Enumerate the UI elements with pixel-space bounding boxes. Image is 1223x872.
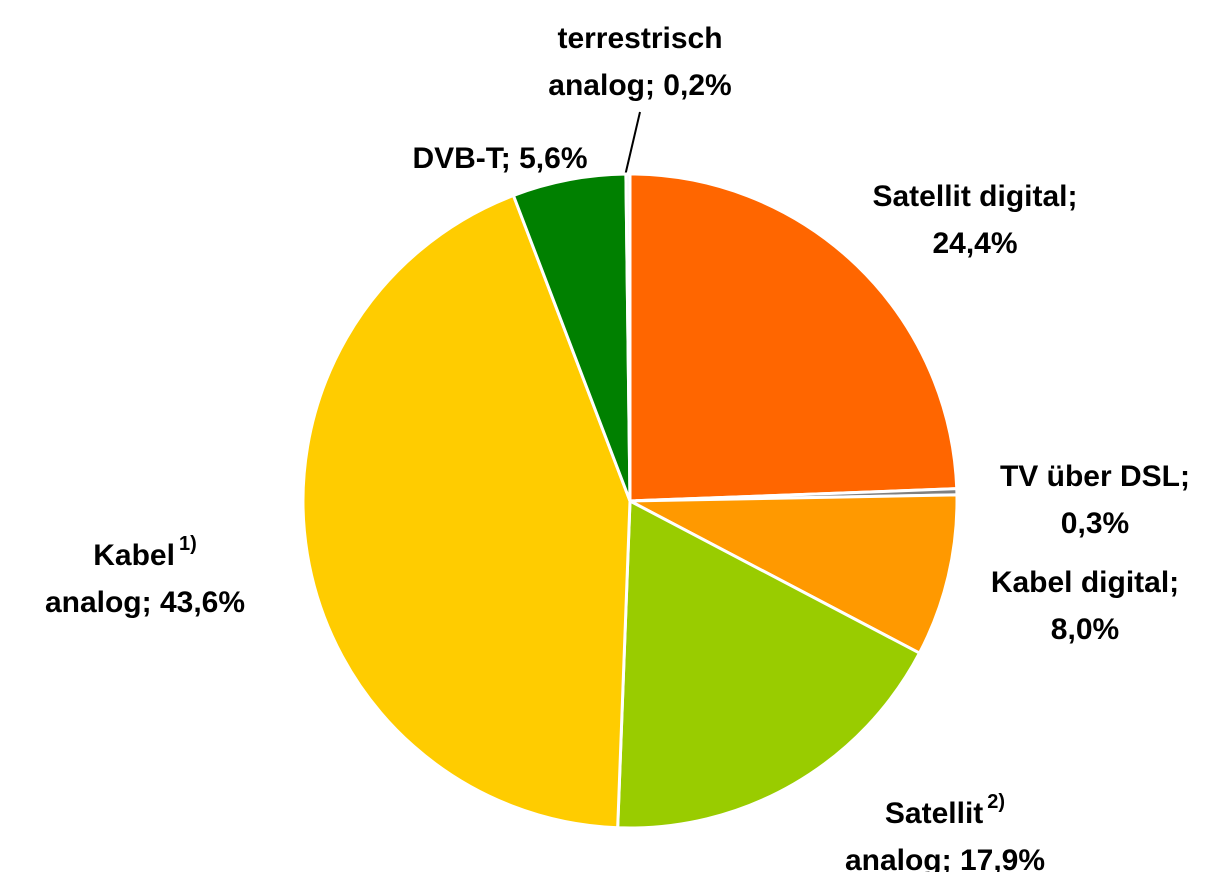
leader-line [624, 111, 641, 177]
slice-label-text: 8,0% [1051, 613, 1119, 646]
pie-slice [624, 172, 632, 502]
slice-label: analog; 17,9% [845, 844, 1045, 872]
slice-label-text: Kabel digital; [991, 566, 1179, 599]
slice-label: DVB-T; 5,6% [412, 142, 587, 175]
slice-label-text: analog; 0,2% [548, 69, 731, 102]
pie-slice [616, 498, 922, 830]
slice-label: Kabel 1) [93, 533, 197, 572]
slice-label-text: 0,3% [1061, 507, 1129, 540]
slice-label-text: Kabel [93, 539, 175, 572]
slice-label-text: Satellit digital; [872, 180, 1077, 213]
slice-label: Satellit 2) [885, 791, 1005, 830]
slice-label-text: DVB-T; 5,6% [412, 142, 587, 175]
slice-label-text: analog; 17,9% [845, 844, 1045, 872]
slice-label: terrestrisch [557, 22, 722, 55]
pie-slice [301, 193, 632, 830]
slice-label: analog; 0,2% [548, 69, 731, 102]
slice-label: Kabel digital; [991, 566, 1179, 599]
slice-label: 24,4% [932, 227, 1017, 260]
footnote: 2) [987, 791, 1005, 813]
slice-label-text: Satellit [885, 797, 983, 830]
slice-label: 0,3% [1061, 507, 1129, 540]
footnote: 1) [179, 533, 197, 555]
slice-label: 8,0% [1051, 613, 1119, 646]
slice-label-text: terrestrisch [557, 22, 722, 55]
slice-label: Satellit digital; [872, 180, 1077, 213]
slice-label-text: 24,4% [932, 227, 1017, 260]
slice-label-text: analog; 43,6% [45, 586, 245, 619]
pie-slice [628, 172, 959, 503]
pie-slice [629, 493, 959, 656]
slice-label: TV über DSL; [1000, 460, 1190, 493]
slice-label: analog; 43,6% [45, 586, 245, 619]
slice-label-text: TV über DSL; [1000, 460, 1190, 493]
